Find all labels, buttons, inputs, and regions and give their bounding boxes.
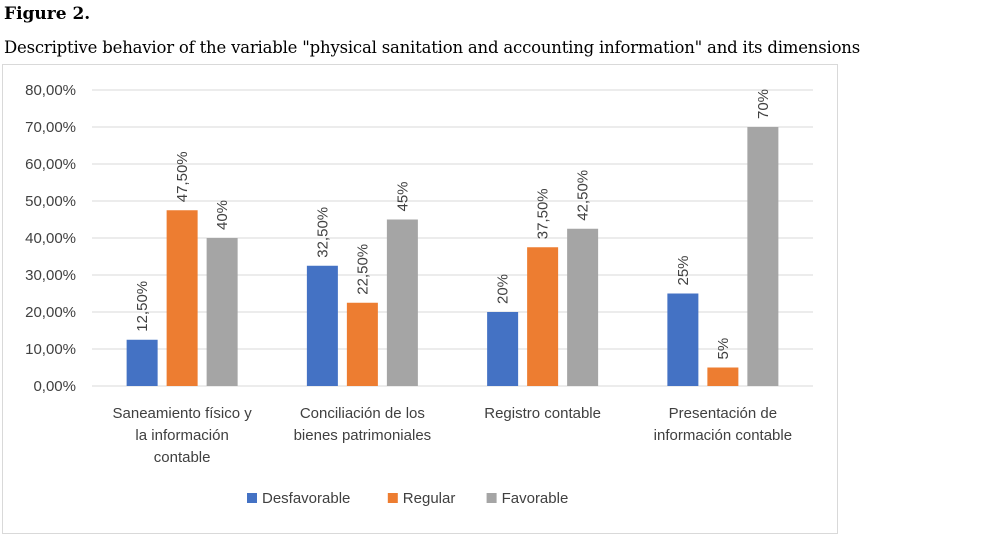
y-tick-label: 0,00% (33, 378, 76, 395)
y-tick-label: 30,00% (25, 267, 76, 284)
bar-desfavorable (487, 312, 519, 386)
y-tick-label: 70,00% (25, 119, 76, 136)
category-label: la información (135, 427, 228, 444)
figure-caption: Descriptive behavior of the variable "ph… (4, 38, 860, 57)
bar-favorable (206, 238, 238, 386)
category-label: Saneamiento físico y (113, 405, 253, 422)
data-label: 22,50% (354, 244, 371, 295)
bar-desfavorable (126, 339, 158, 386)
data-label: 42,50% (575, 170, 592, 221)
category-label: contable (154, 449, 211, 466)
bar-regular (166, 210, 198, 386)
y-tick-label: 10,00% (25, 341, 76, 358)
data-label: 25% (675, 255, 692, 285)
legend-label: Desfavorable (262, 490, 350, 507)
y-tick-label: 40,00% (25, 230, 76, 247)
y-tick-label: 20,00% (25, 304, 76, 321)
bar-favorable (567, 228, 599, 386)
category-label: bienes patrimoniales (294, 427, 432, 444)
data-label: 20% (495, 274, 512, 304)
legend-swatch (247, 493, 257, 503)
data-label: 45% (394, 181, 411, 211)
legend-label: Regular (403, 490, 456, 507)
category-label: información contable (654, 427, 792, 444)
data-label: 12,50% (134, 281, 151, 332)
data-label: 37,50% (535, 188, 552, 239)
y-tick-label: 50,00% (25, 193, 76, 210)
legend-label: Favorable (502, 490, 569, 507)
category-label: Registro contable (484, 405, 601, 422)
bar-regular (346, 302, 378, 386)
data-label: 70% (755, 89, 772, 119)
chart-frame (2, 64, 838, 534)
legend-swatch (486, 493, 497, 503)
category-label: Conciliación de los (300, 405, 425, 422)
bar-favorable (747, 127, 779, 386)
data-label: 40% (214, 200, 231, 230)
legend-swatch (387, 493, 398, 503)
bar-desfavorable (667, 293, 699, 386)
figure-label: Figure 2. (4, 4, 91, 24)
y-tick-label: 80,00% (25, 82, 76, 99)
y-tick-label: 60,00% (25, 156, 76, 173)
data-label: 32,50% (314, 207, 331, 258)
bar-desfavorable (306, 265, 338, 386)
category-label: Presentación de (669, 405, 777, 422)
bar-regular (527, 247, 559, 386)
data-label: 5% (715, 338, 732, 360)
bar-regular (707, 367, 739, 386)
data-label: 47,50% (174, 151, 191, 202)
bar-favorable (386, 219, 418, 386)
